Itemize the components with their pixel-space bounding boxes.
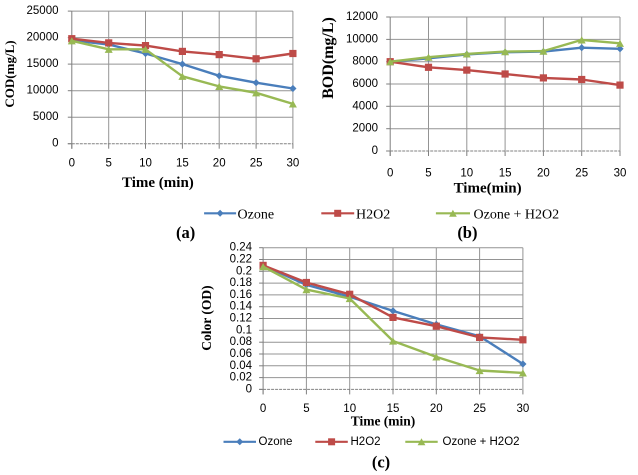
- svg-text:15000: 15000: [27, 58, 59, 70]
- svg-text:10: 10: [460, 168, 473, 180]
- svg-text:0.2: 0.2: [236, 265, 252, 277]
- svg-text:0.24: 0.24: [230, 242, 253, 254]
- svg-text:0.12: 0.12: [230, 313, 252, 325]
- svg-text:0.06: 0.06: [230, 348, 252, 360]
- svg-text:0.14: 0.14: [230, 301, 253, 313]
- svg-text:25000: 25000: [27, 5, 59, 17]
- svg-text:Ozone: Ozone: [238, 207, 275, 222]
- svg-text:20: 20: [537, 168, 550, 180]
- svg-text:Ozone: Ozone: [259, 436, 293, 448]
- svg-text:5: 5: [425, 168, 431, 180]
- svg-text:Ozone + H2O2: Ozone + H2O2: [474, 207, 560, 222]
- svg-text:25: 25: [575, 168, 588, 180]
- svg-text:0.08: 0.08: [230, 336, 252, 348]
- svg-text:30: 30: [517, 403, 530, 415]
- svg-text:10: 10: [139, 157, 152, 169]
- svg-text:0: 0: [372, 145, 378, 157]
- svg-text:12000: 12000: [346, 11, 378, 23]
- svg-text:0: 0: [69, 157, 75, 169]
- svg-text:10000: 10000: [346, 33, 378, 45]
- svg-text:Time (min): Time (min): [351, 414, 416, 429]
- svg-text:5000: 5000: [33, 111, 59, 123]
- svg-text:Time (min): Time (min): [122, 175, 194, 191]
- svg-text:0: 0: [260, 403, 266, 415]
- svg-text:25: 25: [250, 157, 263, 169]
- svg-text:10000: 10000: [27, 85, 59, 97]
- svg-text:4000: 4000: [352, 100, 378, 112]
- svg-text:BOD(mg/L): BOD(mg/L): [320, 17, 337, 99]
- svg-text:H2O2: H2O2: [356, 207, 390, 222]
- svg-text:10: 10: [343, 403, 356, 415]
- svg-text:6000: 6000: [352, 78, 378, 90]
- svg-text:20: 20: [213, 157, 226, 169]
- svg-text:15: 15: [499, 168, 512, 180]
- svg-text:0: 0: [52, 138, 58, 150]
- svg-text:Ozone + H2O2: Ozone + H2O2: [443, 436, 520, 448]
- svg-text:20000: 20000: [27, 32, 59, 44]
- svg-text:8000: 8000: [352, 56, 378, 68]
- svg-text:Time(min): Time(min): [454, 181, 522, 197]
- svg-text:20: 20: [430, 403, 443, 415]
- svg-text:0.22: 0.22: [230, 254, 252, 266]
- svg-text:(a): (a): [176, 223, 195, 242]
- svg-text:Color (OD): Color (OD): [199, 285, 214, 350]
- svg-text:(b): (b): [457, 223, 477, 242]
- svg-text:2000: 2000: [352, 123, 378, 135]
- svg-text:0.04: 0.04: [230, 360, 253, 372]
- svg-text:30: 30: [287, 157, 300, 169]
- svg-text:COD(mg/L): COD(mg/L): [2, 40, 17, 107]
- svg-text:H2O2: H2O2: [351, 436, 381, 448]
- svg-text:0: 0: [246, 383, 252, 395]
- svg-text:25: 25: [473, 403, 486, 415]
- svg-text:5: 5: [303, 403, 309, 415]
- svg-text:15: 15: [176, 157, 189, 169]
- svg-text:15: 15: [387, 403, 400, 415]
- svg-text:0.16: 0.16: [230, 289, 252, 301]
- svg-text:0.18: 0.18: [230, 277, 252, 289]
- svg-text:5: 5: [105, 157, 111, 169]
- svg-text:0: 0: [387, 168, 393, 180]
- svg-text:(c): (c): [372, 452, 390, 471]
- svg-text:30: 30: [614, 168, 627, 180]
- svg-text:0.1: 0.1: [236, 324, 252, 336]
- svg-text:0.02: 0.02: [230, 372, 252, 384]
